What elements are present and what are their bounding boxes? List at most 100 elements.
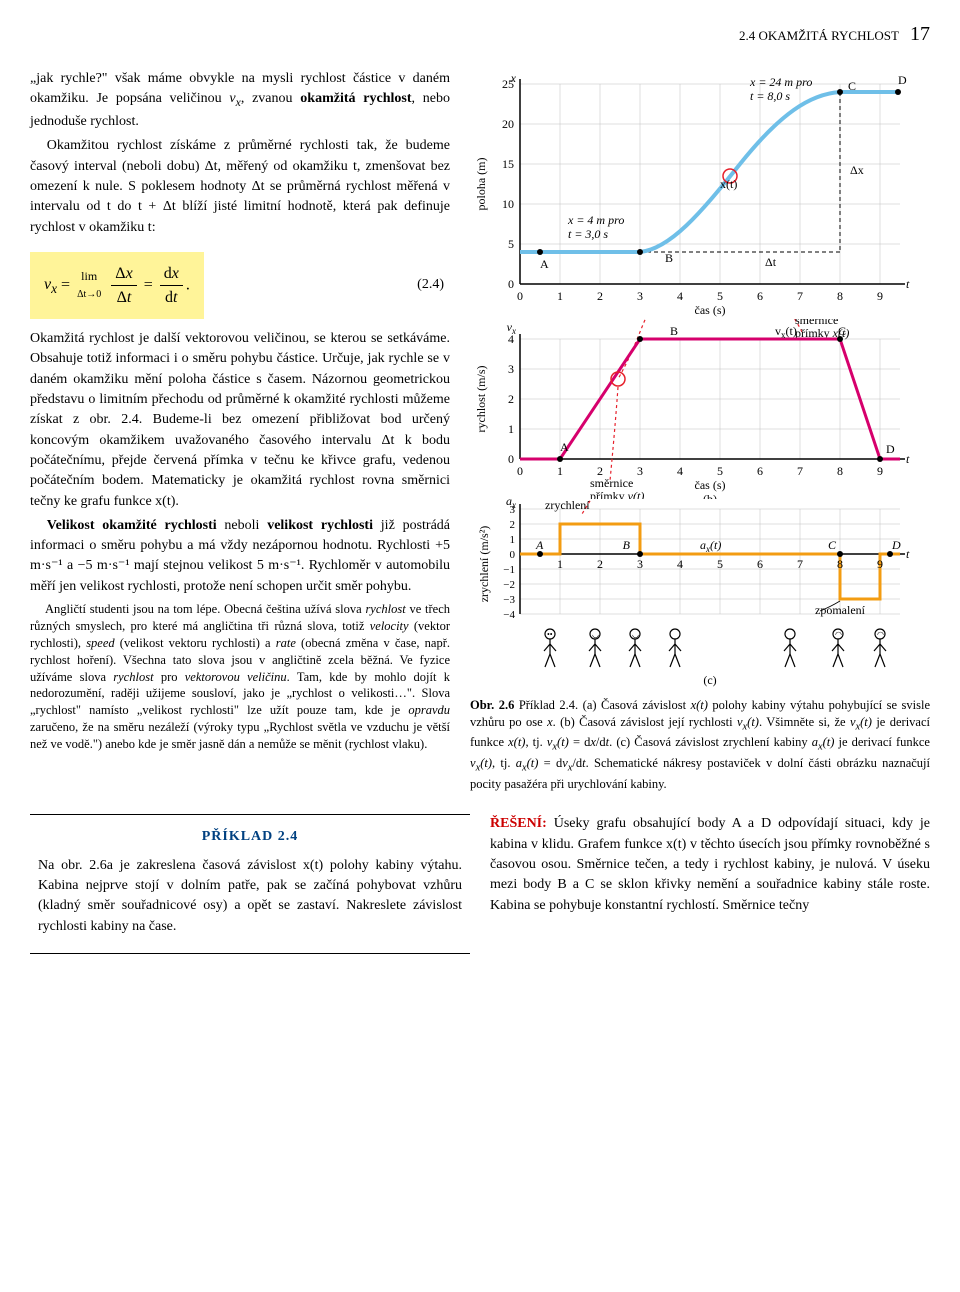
example-title: PŘÍKLAD 2.4 [38,827,462,847]
svg-text:vx(t): vx(t) [775,324,797,340]
svg-text:9: 9 [877,464,883,478]
svg-text:A: A [560,440,569,454]
left-column: „jak rychle?" však máme obvykle na mysli… [30,69,450,792]
svg-text:10: 10 [502,197,514,211]
svg-text:C: C [828,538,837,552]
svg-text:−3: −3 [503,594,515,606]
paragraph-4: Velikost okamžité rychlosti neboli velik… [30,516,450,597]
svg-text:1: 1 [557,464,563,478]
equation-box: vx = limΔt→0 ΔxΔt = dxdt. [30,252,204,319]
reseni-label: ŘEŠENÍ: [490,816,547,831]
svg-text:D: D [891,538,901,552]
svg-text:1: 1 [510,534,516,546]
svg-text:poloha (m): poloha (m) [474,158,488,211]
svg-text:B: B [623,538,631,552]
svg-text:20: 20 [502,117,514,131]
svg-text:čas (s): čas (s) [695,303,726,317]
svg-text:přímky v(t): přímky v(t) [590,489,644,499]
figure-caption: Obr. 2.6 Příklad 2.4. (a) Časová závislo… [470,697,930,792]
svg-text:zrychlení: zrychlení [545,499,590,512]
svg-text:7: 7 [797,557,803,571]
svg-text:5: 5 [717,289,723,303]
svg-text:Δx: Δx [850,163,864,177]
svg-text:◠: ◠ [835,630,842,639]
svg-text:0: 0 [508,452,514,466]
svg-text:čas (s): čas (s) [695,478,726,492]
svg-text:t: t [906,452,910,466]
page-number: 17 [910,23,930,45]
svg-text:3: 3 [637,464,643,478]
svg-text:vx: vx [507,320,516,336]
svg-text:9: 9 [877,289,883,303]
svg-text:x = 4 m prot = 3,0 s: x = 4 m prot = 3,0 s [567,213,624,241]
svg-text:x(t): x(t) [720,177,737,191]
svg-text:4: 4 [677,557,683,571]
reseni-paragraph: ŘEŠENÍ: Úseky grafu obsahující body A a … [490,814,930,915]
svg-text:◡: ◡ [592,630,599,639]
svg-text:C: C [838,324,846,338]
svg-text:0: 0 [508,277,514,291]
svg-text:rychlost (m/s): rychlost (m/s) [474,366,488,433]
svg-text:5: 5 [508,237,514,251]
reseni-body: Úseky grafu obsahující body A a D odpoví… [490,816,930,912]
svg-text:(a): (a) [703,318,716,319]
two-column-layout: „jak rychle?" však máme obvykle na mysli… [30,69,930,792]
svg-text:4: 4 [677,289,683,303]
svg-text:8: 8 [837,464,843,478]
svg-text:D: D [886,442,895,456]
page-header: 2.4 OKAMŽITÁ RYCHLOST 17 [30,20,930,49]
svg-text:1: 1 [557,289,563,303]
svg-text:3: 3 [508,362,514,376]
svg-text:8: 8 [837,557,843,571]
svg-text:5: 5 [717,464,723,478]
svg-text:6: 6 [757,557,763,571]
svg-text:••: •• [547,630,553,639]
svg-text:2: 2 [510,519,516,531]
svg-text:−1: −1 [503,564,515,576]
svg-text:směrnice: směrnice [590,476,633,490]
section-label: 2.4 OKAMŽITÁ RYCHLOST [739,28,899,43]
paragraph-5: Angličtí studenti jsou na tom lépe. Obec… [30,601,450,753]
svg-text:(c): (c) [703,673,716,687]
svg-text:2: 2 [597,557,603,571]
svg-text:−2: −2 [503,579,515,591]
svg-text:8: 8 [837,289,843,303]
svg-text:7: 7 [797,289,803,303]
svg-text:D: D [898,73,907,87]
svg-text:◡: ◡ [632,630,639,639]
svg-text:t: t [906,547,910,561]
paragraph-2: Okamžitou rychlost získáme z průměrné ry… [30,136,450,237]
svg-text:0: 0 [510,549,516,561]
svg-text:15: 15 [502,157,514,171]
svg-text:x: x [510,71,517,85]
svg-text:ax(t): ax(t) [700,538,721,554]
svg-text:0: 0 [517,464,523,478]
svg-text:(b): (b) [703,492,717,499]
svg-text:7: 7 [797,464,803,478]
svg-text:2: 2 [597,289,603,303]
svg-text:◠: ◠ [877,630,884,639]
svg-text:t: t [906,277,910,291]
svg-text:5: 5 [717,557,723,571]
chart-a-position: 0 5 10 15 20 25 012 345 678 9 x t [470,69,920,319]
chart-c-acceleration: 321 0−1−2 −3−4 123 456 789 ax t A B C D … [470,499,920,689]
paragraph-1: „jak rychle?" však máme obvykle na mysli… [30,69,450,132]
paragraph-3: Okamžitá rychlost je další vektorovou ve… [30,329,450,512]
svg-text:C: C [848,79,856,93]
svg-text:6: 6 [757,464,763,478]
chart-b-velocity: směrnice přímky x(t) 01234 0123 4567 89 … [470,319,920,499]
bottom-row: PŘÍKLAD 2.4 Na obr. 2.6a je zakreslena č… [30,796,930,953]
svg-text:−4: −4 [503,609,515,621]
example-body: Na obr. 2.6a je zakreslena časová závisl… [38,856,462,937]
svg-text:1: 1 [508,422,514,436]
equation-number: (2.4) [417,275,450,295]
right-column: 0 5 10 15 20 25 012 345 678 9 x t [470,69,930,792]
svg-text:A: A [540,257,549,271]
svg-text:zrychlení (m/s²): zrychlení (m/s²) [477,526,491,603]
svg-text:Δt: Δt [765,255,777,269]
svg-text:4: 4 [677,464,683,478]
svg-text:2: 2 [508,392,514,406]
svg-text:1: 1 [557,557,563,571]
equation-row: vx = limΔt→0 ΔxΔt = dxdt. (2.4) [30,242,450,329]
svg-text:3: 3 [637,557,643,571]
